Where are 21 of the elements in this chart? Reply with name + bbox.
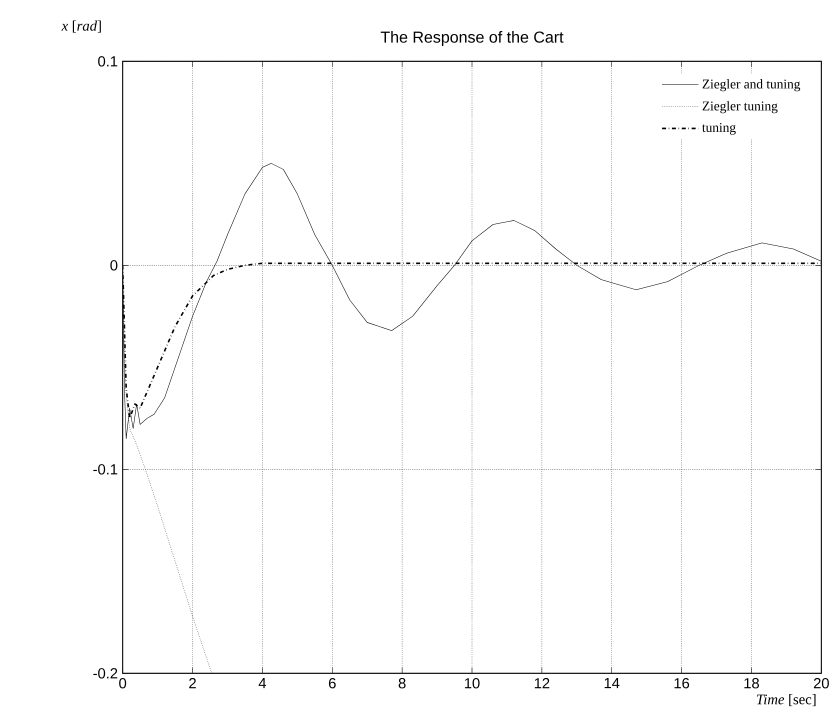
y-tick-label: -0.1 xyxy=(93,464,118,475)
x-tick-label: 0 xyxy=(119,678,126,688)
x-tick-label: 10 xyxy=(464,678,480,688)
x-tick-label: 12 xyxy=(534,678,550,688)
x-tick-label: 6 xyxy=(328,678,336,688)
x-tick-label: 20 xyxy=(814,678,829,688)
x-tick-label: 4 xyxy=(258,678,266,688)
legend-label: Ziegler and tuning xyxy=(702,79,800,92)
x-tick-label: 18 xyxy=(744,678,759,688)
x-tick-label: 8 xyxy=(398,678,406,688)
y-tick-label: 0.1 xyxy=(98,56,118,67)
chart-title: The Response of the Cart xyxy=(380,31,564,46)
legend-label: Ziegler tuning xyxy=(702,101,778,114)
x-tick-label: 16 xyxy=(674,678,690,688)
y-axis-title: x [rad] xyxy=(61,20,101,33)
legend-label: tuning xyxy=(702,123,736,135)
y-tick-label: -0.2 xyxy=(93,668,118,679)
x-axis-title: Time [sec] xyxy=(756,694,816,706)
y-tick-label: 0 xyxy=(110,260,118,271)
x-tick-label: 14 xyxy=(604,678,620,688)
x-tick-label: 2 xyxy=(189,678,196,688)
